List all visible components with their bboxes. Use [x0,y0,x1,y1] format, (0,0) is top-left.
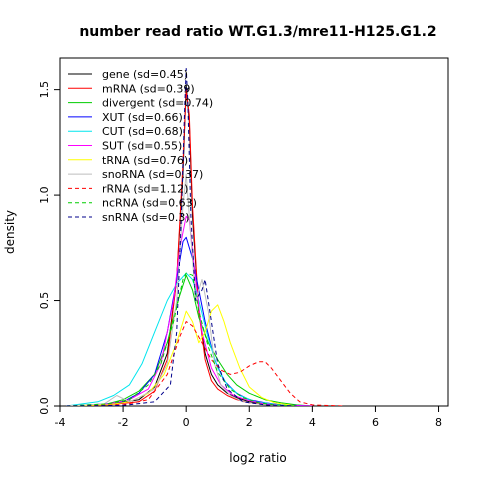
x-tick-label: 2 [246,416,253,429]
legend-label: SUT (sd=0.55) [102,140,182,153]
legend-label: snRNA (sd=0.3) [102,211,190,224]
x-tick-label: 8 [435,416,442,429]
series-line-4 [66,272,297,406]
legend-label: XUT (sd=0.66) [102,111,183,124]
x-axis-label: log2 ratio [229,451,286,465]
x-tick-label: 6 [372,416,379,429]
series-line-8 [66,321,344,406]
x-tick-label: -4 [55,416,66,429]
y-tick-label: 1.0 [38,186,51,204]
series-line-9 [66,272,297,406]
series-line-7 [66,173,297,406]
y-tick-label: 0.0 [38,397,51,415]
x-tick-label: 4 [309,416,316,429]
y-axis: 0.0 0.5 1.0 1.5 [38,81,60,415]
legend-label: ncRNA (sd=0.63) [102,197,197,210]
x-axis: -4 -2 0 2 4 6 8 [55,406,442,429]
y-tick-label: 0.5 [38,292,51,310]
series-line-2 [66,274,313,406]
series-line-10 [66,68,297,406]
series-line-6 [66,304,297,406]
plot-frame [59,57,449,407]
legend-label: mRNA (sd=0.39) [102,82,195,95]
x-tick-label: -2 [118,416,129,429]
y-axis-label: density [3,210,17,254]
legend-label: tRNA (sd=0.76) [102,154,188,167]
y-tick-label: 1.5 [38,81,51,99]
legend-label: CUT (sd=0.68) [102,125,183,138]
x-tick-label: 0 [183,416,190,429]
legend-label: rRNA (sd=1.12) [102,182,188,195]
legend-label: divergent (sd=0.74) [102,97,213,110]
legend-label: snoRNA (sd=0.37) [102,168,203,181]
legend: gene (sd=0.45)mRNA (sd=0.39) divergent (s… [68,68,213,224]
series-layer [66,68,344,406]
legend-label: gene (sd=0.45) [102,68,188,81]
chart-title: number read ratio WT.G1.3/mre11-H125.G1.… [79,24,436,40]
